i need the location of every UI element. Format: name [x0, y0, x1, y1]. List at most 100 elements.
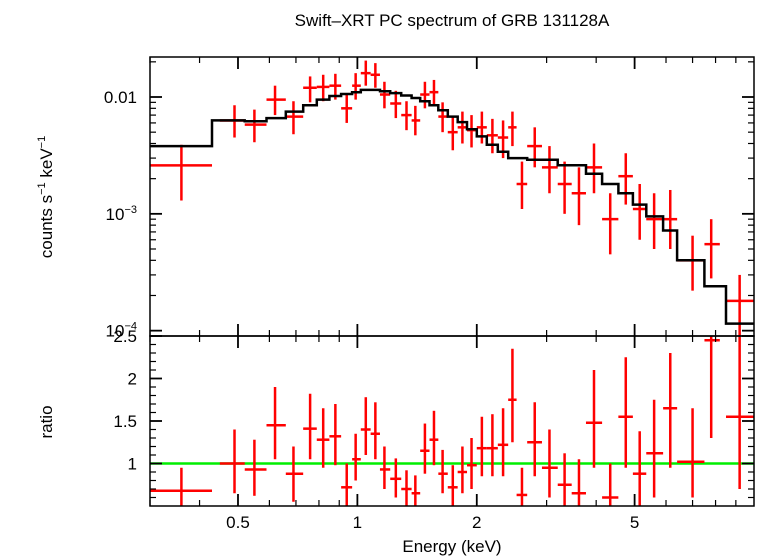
tick-exponent: −4 — [124, 321, 137, 333]
data-point — [646, 193, 664, 249]
data-point — [467, 438, 477, 489]
data-point — [420, 423, 430, 474]
y-tick-label: 10−3 — [106, 204, 137, 224]
ylabel-sup1: −1 — [36, 182, 48, 195]
data-point — [390, 458, 402, 498]
data-point — [527, 402, 542, 477]
data-point — [438, 102, 448, 133]
y-tick-label: 10−4 — [106, 321, 137, 341]
data-point — [429, 410, 439, 466]
data-point — [516, 467, 528, 506]
data-point — [541, 146, 558, 194]
data-point — [541, 429, 558, 498]
y-tick-label: 2.5 — [113, 327, 137, 346]
data-point — [370, 63, 380, 88]
x-tick-label: 5 — [630, 513, 639, 532]
ylabel-sup2: −1 — [36, 136, 48, 149]
data-point — [486, 118, 498, 154]
data-point — [341, 94, 353, 123]
tick-exponent: −3 — [124, 204, 137, 216]
ylabel-mid: keV — [37, 148, 56, 183]
data-point — [632, 184, 647, 240]
data-point — [360, 397, 371, 455]
data-point — [704, 336, 720, 438]
y-tick-label: 1 — [128, 455, 137, 474]
data-point — [557, 161, 572, 214]
data-point — [303, 393, 317, 460]
spectrum-y-axis-label: counts s−1 keV−1 — [36, 136, 56, 258]
data-point — [476, 416, 487, 477]
data-point — [726, 336, 754, 489]
data-point — [571, 167, 586, 226]
ratio-data-points — [150, 336, 754, 506]
data-point — [285, 446, 304, 502]
data-point — [303, 76, 317, 103]
data-point — [602, 193, 619, 255]
data-point — [632, 431, 647, 506]
data-point — [219, 429, 245, 494]
data-point — [420, 81, 430, 109]
data-point — [618, 153, 633, 205]
x-tick-label: 1 — [353, 513, 362, 532]
ratio-plot-frame — [149, 335, 755, 507]
y-tick-label: 2 — [128, 370, 137, 389]
data-point — [508, 111, 517, 147]
data-point — [618, 357, 633, 468]
data-point — [663, 189, 678, 249]
data-point — [585, 143, 603, 194]
data-point — [352, 73, 361, 100]
data-point — [508, 348, 517, 443]
x-axis-ticks: 0.5 1 2 5 — [149, 57, 737, 532]
data-point — [429, 79, 439, 106]
y-tick-label: 0.01 — [104, 88, 137, 107]
tick-base: 10 — [106, 322, 125, 341]
chart-title: Swift–XRT PC spectrum of GRB 131128A — [295, 11, 610, 30]
ratio-y-axis-label: ratio — [37, 405, 56, 438]
y-tick-label: 1.5 — [113, 412, 137, 431]
data-point — [704, 219, 720, 279]
data-point — [527, 127, 542, 168]
ylabel-main: counts s — [37, 195, 56, 258]
data-point — [316, 74, 330, 102]
data-point — [370, 402, 380, 460]
x-axis-label: Energy (keV) — [402, 537, 501, 556]
data-point — [438, 449, 448, 494]
data-point — [447, 465, 458, 506]
data-point — [379, 446, 391, 489]
ratio-panel: 1 1.5 2 2.5 ratio — [37, 327, 754, 506]
data-point — [411, 105, 421, 136]
spectrum-plot-frame — [149, 56, 755, 337]
data-point — [476, 111, 487, 144]
data-point — [516, 161, 528, 209]
data-point — [486, 414, 498, 477]
data-point — [585, 370, 603, 468]
data-point — [677, 235, 705, 291]
data-point — [457, 111, 468, 144]
data-point — [390, 90, 402, 119]
data-point — [352, 433, 361, 481]
x-tick-label: 2 — [472, 513, 481, 532]
data-point — [150, 467, 213, 506]
x-tick-label: 0.5 — [226, 513, 250, 532]
data-point — [150, 144, 213, 201]
data-point — [646, 399, 664, 498]
data-point — [401, 101, 412, 131]
tick-base: 10 — [106, 205, 125, 224]
data-point — [467, 115, 477, 148]
data-point — [571, 459, 586, 506]
data-point — [401, 470, 412, 506]
data-point — [557, 453, 572, 506]
data-point — [341, 463, 353, 506]
data-point — [677, 408, 705, 498]
data-point — [457, 446, 468, 494]
model-step-line — [150, 88, 754, 325]
data-point — [360, 60, 371, 86]
data-point — [266, 85, 286, 116]
data-point — [663, 353, 678, 468]
data-point — [497, 408, 509, 477]
data-point — [316, 408, 330, 468]
data-point — [411, 475, 421, 506]
